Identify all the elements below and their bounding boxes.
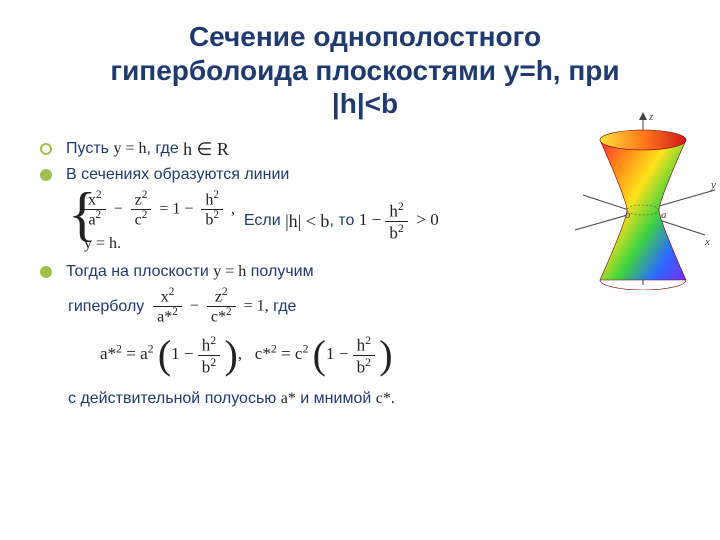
last-text1: с действительной полуосью: [68, 390, 276, 408]
hyperboloid-svg: z y x a b: [565, 110, 720, 290]
title-line3: |h|<b: [332, 88, 398, 119]
bullet3-eq: y = h: [213, 263, 246, 281]
bullet1-eq2: h ∈ R: [183, 139, 229, 160]
a-star: a*: [281, 390, 296, 408]
then-word: , то: [329, 212, 354, 230]
title-line1: Сечение однополостного: [189, 21, 541, 52]
bullet1-text: Пусть: [66, 140, 109, 158]
svg-text:a: a: [661, 209, 667, 221]
cond-abs: |h| < b: [285, 211, 329, 232]
hyperbola-line: гиперболу x2a*2 − z2c*2 = 1, где: [68, 287, 690, 326]
bullet-icon: [40, 143, 52, 155]
last-line: с действительной полуосью a* и мнимой c*…: [68, 390, 690, 408]
bullet-icon: [40, 169, 52, 181]
hyp-where: где: [273, 298, 296, 316]
svg-text:y: y: [710, 179, 716, 191]
svg-text:x: x: [704, 236, 710, 248]
equation-system: { x2a2 − z2c2 = 1 − h2b2 , y = h.: [68, 190, 235, 253]
a-star-def: a*2 = a2 (1 − h2b2 ), c*2 = c2 (1 − h2b2…: [100, 344, 393, 363]
title-line2: гиперболоида плоскостями y=h, при: [110, 55, 619, 86]
slide-title: Сечение однополостного гиперболоида плос…: [40, 20, 690, 121]
c-star: c*: [376, 390, 391, 408]
slide: Сечение однополостного гиперболоида плос…: [0, 0, 720, 540]
star-defs: a*2 = a2 (1 − h2b2 ), c*2 = c2 (1 − h2b2…: [100, 334, 690, 376]
if-word: Если: [244, 212, 281, 230]
hyp-word: гиперболу: [68, 298, 144, 316]
bullet-icon: [40, 266, 52, 278]
hyp-eq: x2a*2 − z2c*2 = 1,: [153, 287, 268, 326]
svg-text:z: z: [648, 111, 654, 123]
svg-text:b: b: [625, 209, 631, 221]
hyperboloid-figure: z y x a b: [565, 110, 720, 290]
bullet3-text2: получим: [251, 263, 314, 281]
bullet2-text: В сечениях образуются линии: [66, 166, 289, 184]
last-text2: и мнимой: [300, 390, 371, 408]
bullet1-eq1: y = h: [113, 140, 146, 158]
bullet1-sep: , где: [146, 140, 178, 158]
cond-result: 1 − h2b2 > 0: [359, 200, 439, 242]
bullet3-text1: Тогда на плоскости: [66, 263, 209, 281]
